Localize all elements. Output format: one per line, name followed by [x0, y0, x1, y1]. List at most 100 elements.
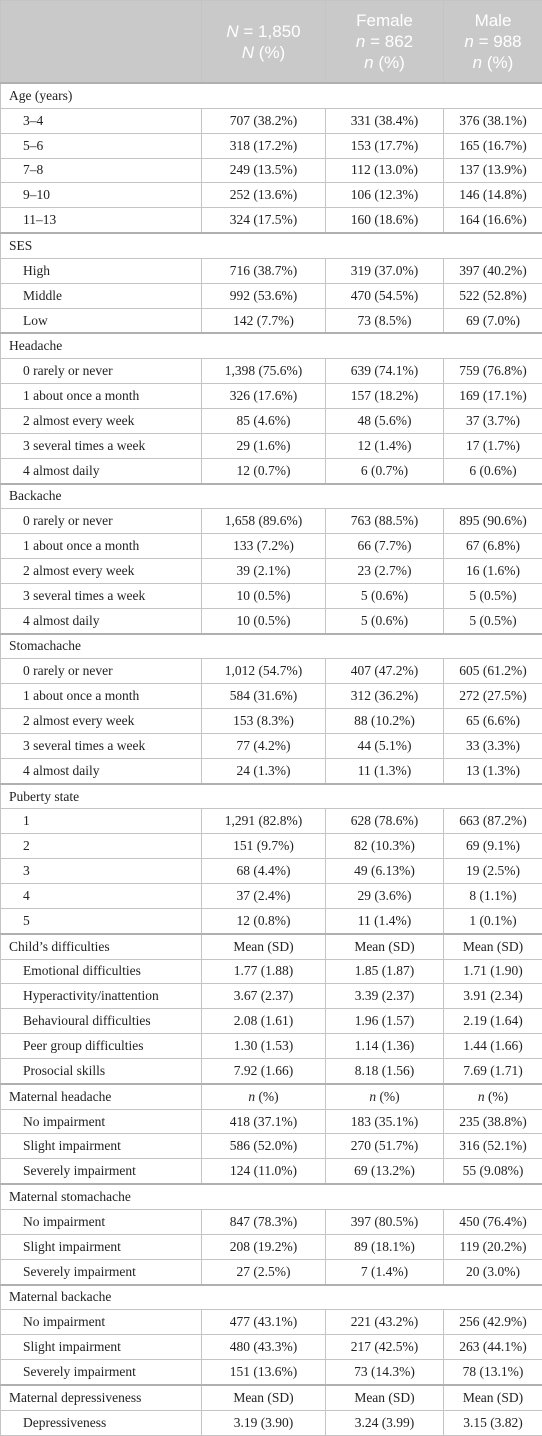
row-label: 4 almost daily: [1, 458, 202, 483]
section-row: Stomachache: [1, 634, 542, 659]
variable: n: [248, 1089, 255, 1104]
row-label: 1 about once a month: [1, 534, 202, 559]
row-label: 2 almost every week: [1, 408, 202, 433]
value-cell: 153 (17.7%): [326, 133, 444, 158]
section-cell: Mean (SD): [202, 1385, 326, 1410]
section-row: Age (years): [1, 83, 542, 108]
section-cell: Mean (SD): [326, 1385, 444, 1410]
value-cell: 23 (2.7%): [326, 559, 444, 584]
value-cell: 707 (38.2%): [202, 108, 326, 133]
section-cell: Mean (SD): [202, 934, 326, 959]
value-cell: 3.67 (2.37): [202, 984, 326, 1009]
value-cell: 37 (2.4%): [202, 884, 326, 909]
value-cell: 119 (20.2%): [444, 1234, 542, 1259]
row-label: Depressiveness: [1, 1410, 202, 1435]
section-row: Maternal stomachache: [1, 1184, 542, 1209]
value-cell: 249 (13.5%): [202, 158, 326, 183]
value-cell: 208 (19.2%): [202, 1234, 326, 1259]
value-cell: 142 (7.7%): [202, 308, 326, 333]
value-cell: 221 (43.2%): [326, 1310, 444, 1335]
value-cell: 1,398 (75.6%): [202, 359, 326, 384]
row-label: 11–13: [1, 208, 202, 233]
section-label: SES: [1, 233, 542, 258]
value-cell: 151 (9.7%): [202, 834, 326, 859]
value-cell: 69 (13.2%): [326, 1159, 444, 1184]
value-cell: 39 (2.1%): [202, 559, 326, 584]
value-cell: 3.15 (3.82): [444, 1410, 542, 1435]
row-label: 4 almost daily: [1, 608, 202, 633]
value-cell: 326 (17.6%): [202, 384, 326, 409]
value-cell: 69 (9.1%): [444, 834, 542, 859]
value-cell: 11 (1.3%): [326, 758, 444, 783]
value-cell: 73 (8.5%): [326, 308, 444, 333]
cell-text: Mean (SD): [233, 1390, 293, 1405]
value-cell: 20 (3.0%): [444, 1259, 542, 1284]
value-cell: 137 (13.9%): [444, 158, 542, 183]
value-cell: 10 (0.5%): [202, 608, 326, 633]
row-label: Slight impairment: [1, 1134, 202, 1159]
value-cell: 12 (0.7%): [202, 458, 326, 483]
value-cell: 29 (3.6%): [326, 884, 444, 909]
value-cell: 763 (88.5%): [326, 509, 444, 534]
value-cell: 1,658 (89.6%): [202, 509, 326, 534]
variable: n: [478, 1089, 485, 1104]
value-cell: 7.92 (1.66): [202, 1058, 326, 1083]
value-cell: 1.14 (1.36): [326, 1034, 444, 1059]
value-cell: 319 (37.0%): [326, 258, 444, 283]
value-cell: 183 (35.1%): [326, 1109, 444, 1134]
row-label: 4 almost daily: [1, 758, 202, 783]
value-cell: 27 (2.5%): [202, 1259, 326, 1284]
row-label: 4: [1, 884, 202, 909]
value-cell: 33 (3.3%): [444, 733, 542, 758]
section-cell: n (%): [326, 1084, 444, 1109]
row-label: Severely impairment: [1, 1159, 202, 1184]
section-label: Maternal stomachache: [1, 1184, 542, 1209]
value-cell: 480 (43.3%): [202, 1335, 326, 1360]
section-row: Headache: [1, 333, 542, 358]
value-cell: 48 (5.6%): [326, 408, 444, 433]
value-cell: 1,291 (82.8%): [202, 809, 326, 834]
value-cell: 1.71 (1.90): [444, 959, 542, 984]
row-label: Hyperactivity/inattention: [1, 984, 202, 1009]
value-cell: 157 (18.2%): [326, 384, 444, 409]
value-cell: 470 (54.5%): [326, 283, 444, 308]
variable: N: [242, 43, 254, 62]
row-label: 1: [1, 809, 202, 834]
value-cell: 605 (61.2%): [444, 659, 542, 684]
value-cell: 88 (10.2%): [326, 709, 444, 734]
value-cell: 169 (17.1%): [444, 384, 542, 409]
cell-text: Mean (SD): [354, 939, 414, 954]
row-label: Emotional difficulties: [1, 959, 202, 984]
value-cell: 6 (0.6%): [444, 458, 542, 483]
row-label: 0 rarely or never: [1, 659, 202, 684]
value-cell: 6 (0.7%): [326, 458, 444, 483]
value-cell: 586 (52.0%): [202, 1134, 326, 1159]
row-label: Middle: [1, 283, 202, 308]
row-label: 3 several times a week: [1, 583, 202, 608]
header-line: n (%): [332, 52, 437, 73]
value-cell: 450 (76.4%): [444, 1209, 542, 1234]
value-cell: 153 (8.3%): [202, 709, 326, 734]
value-cell: 397 (40.2%): [444, 258, 542, 283]
